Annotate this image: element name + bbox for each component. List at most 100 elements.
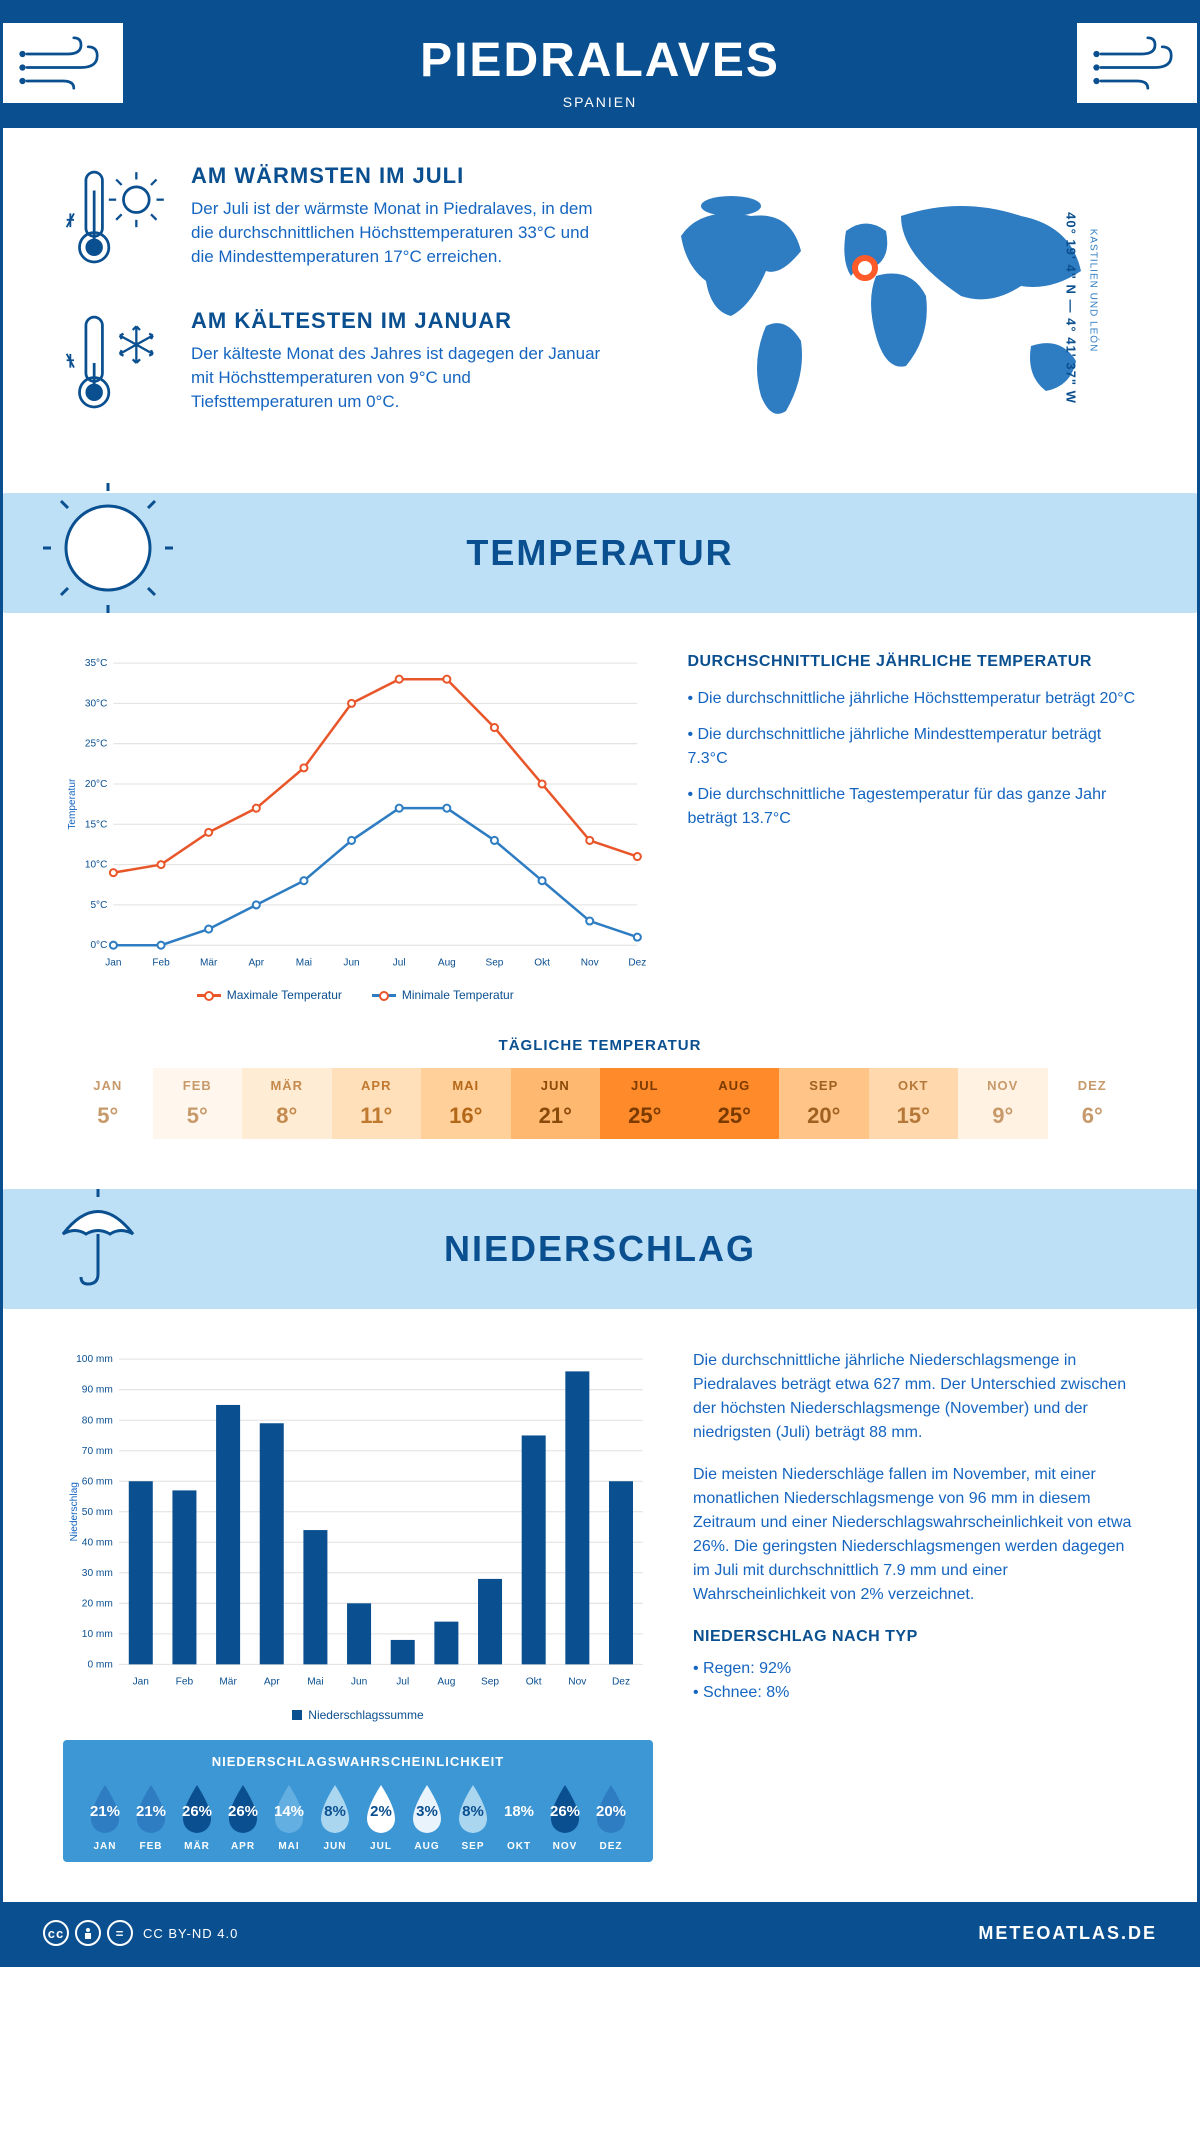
svg-text:0°C: 0°C: [90, 940, 107, 951]
daily-cell: MÄR8°: [242, 1068, 332, 1139]
page: PIEDRALAVES SPANIEN AM WÄRMSTEN IM JULI …: [0, 0, 1200, 1967]
daily-cell: NOV9°: [958, 1068, 1048, 1139]
svg-text:Nov: Nov: [581, 957, 599, 968]
prob-drop: 20%DEZ: [589, 1781, 633, 1852]
temperature-summary: DURCHSCHNITTLICHE JÄHRLICHE TEMPERATUR •…: [687, 653, 1137, 1002]
summary-title: DURCHSCHNITTLICHE JÄHRLICHE TEMPERATUR: [687, 653, 1137, 671]
legend-min: Minimale Temperatur: [402, 988, 514, 1002]
prob-drop: 2%JUL: [359, 1781, 403, 1852]
daily-cell: JUL25°: [600, 1068, 690, 1139]
prob-drop: 26%MÄR: [175, 1781, 219, 1852]
precip-legend: Niederschlagssumme: [63, 1708, 653, 1722]
cc-icons: cc =: [43, 1920, 133, 1946]
prob-drop: 26%APR: [221, 1781, 265, 1852]
svg-text:Apr: Apr: [264, 1677, 280, 1688]
precip-type-b2: • Schnee: 8%: [693, 1681, 1137, 1705]
cc-icon: cc: [43, 1920, 69, 1946]
feature-cold-title: AM KÄLTESTEN IM JANUAR: [191, 308, 605, 334]
daily-cell: SEP20°: [779, 1068, 869, 1139]
license: cc = CC BY-ND 4.0: [43, 1920, 238, 1946]
world-map-icon: [651, 176, 1131, 441]
content: AM WÄRMSTEN IM JULI Der Juli ist der wär…: [3, 128, 1197, 1862]
region-label: KASTILIEN UND LEÓN: [1088, 229, 1099, 353]
precip-p1: Die durchschnittliche jährliche Niedersc…: [693, 1349, 1137, 1445]
svg-text:70 mm: 70 mm: [82, 1446, 113, 1457]
svg-text:Mär: Mär: [219, 1677, 237, 1688]
sun-icon: [43, 483, 173, 613]
precip-text: Die durchschnittliche jährliche Niedersc…: [693, 1349, 1137, 1862]
svg-text:5°C: 5°C: [90, 900, 107, 911]
legend-max: Maximale Temperatur: [227, 988, 342, 1002]
svg-text:Jul: Jul: [396, 1677, 409, 1688]
prob-drop: 18%OKT: [497, 1781, 541, 1852]
precip-chart-container: 0 mm10 mm20 mm30 mm40 mm50 mm60 mm70 mm8…: [63, 1349, 653, 1862]
features: AM WÄRMSTEN IM JULI Der Juli ist der wär…: [63, 163, 605, 453]
overview-row: AM WÄRMSTEN IM JULI Der Juli ist der wär…: [63, 163, 1137, 453]
svg-text:Sep: Sep: [481, 1677, 499, 1688]
daily-cell: FEB5°: [153, 1068, 243, 1139]
svg-text:Jun: Jun: [351, 1677, 367, 1688]
city-name: PIEDRALAVES: [3, 33, 1197, 88]
feature-cold-body: AM KÄLTESTEN IM JANUAR Der kälteste Mona…: [191, 308, 605, 423]
svg-text:Jan: Jan: [133, 1677, 149, 1688]
daily-cell: MAI16°: [421, 1068, 511, 1139]
feature-cold-text: Der kälteste Monat des Jahres ist dagege…: [191, 342, 605, 413]
by-icon: [75, 1920, 101, 1946]
daily-cell: AUG25°: [690, 1068, 780, 1139]
country-name: SPANIEN: [3, 94, 1197, 110]
temperature-chart: 0°C5°C10°C15°C20°C25°C30°C35°CJanFebMärA…: [63, 653, 647, 1002]
umbrella-icon: [43, 1179, 153, 1289]
prob-drop: 21%JAN: [83, 1781, 127, 1852]
feature-cold: AM KÄLTESTEN IM JANUAR Der kälteste Mona…: [63, 308, 605, 423]
svg-text:90 mm: 90 mm: [82, 1385, 113, 1396]
svg-text:Mär: Mär: [200, 957, 218, 968]
feature-warm-body: AM WÄRMSTEN IM JULI Der Juli ist der wär…: [191, 163, 605, 278]
prob-drop: 8%JUN: [313, 1781, 357, 1852]
prob-title: NIEDERSCHLAGSWAHRSCHEINLICHKEIT: [83, 1754, 633, 1769]
daily-cell: JUN21°: [511, 1068, 601, 1139]
prob-drops: 21%JAN21%FEB26%MÄR26%APR14%MAI8%JUN2%JUL…: [83, 1781, 633, 1852]
feature-warm-text: Der Juli ist der wärmste Monat in Piedra…: [191, 197, 605, 268]
summary-b2: • Die durchschnittliche jährliche Mindes…: [687, 723, 1137, 771]
svg-text:0 mm: 0 mm: [87, 1660, 112, 1671]
daily-title: TÄGLICHE TEMPERATUR: [63, 1037, 1137, 1054]
precip-probability: NIEDERSCHLAGSWAHRSCHEINLICHKEIT 21%JAN21…: [63, 1740, 653, 1862]
thermometer-snow-icon: [63, 308, 173, 423]
wind-icon: [3, 23, 123, 103]
svg-text:Aug: Aug: [438, 957, 456, 968]
temperature-title: TEMPERATUR: [466, 532, 733, 574]
svg-text:Feb: Feb: [176, 1677, 194, 1688]
svg-text:100 mm: 100 mm: [76, 1355, 113, 1366]
daily-cell: APR11°: [332, 1068, 422, 1139]
thermometer-sun-icon: [63, 163, 173, 278]
feature-warm: AM WÄRMSTEN IM JULI Der Juli ist der wär…: [63, 163, 605, 278]
license-text: CC BY-ND 4.0: [143, 1926, 238, 1941]
prob-drop: 26%NOV: [543, 1781, 587, 1852]
precip-type-title: NIEDERSCHLAG NACH TYP: [693, 1625, 1137, 1649]
world-map-container: 40° 19' 4" N — 4° 41' 37" W KASTILIEN UN…: [645, 163, 1137, 453]
summary-b1: • Die durchschnittliche jährliche Höchst…: [687, 687, 1137, 711]
prob-drop: 14%MAI: [267, 1781, 311, 1852]
legend-precip: Niederschlagssumme: [308, 1708, 423, 1722]
svg-text:Feb: Feb: [152, 957, 170, 968]
footer: cc = CC BY-ND 4.0 METEOATLAS.DE: [3, 1902, 1197, 1964]
svg-text:Jun: Jun: [343, 957, 359, 968]
svg-text:15°C: 15°C: [85, 819, 107, 830]
precip-type-b1: • Regen: 92%: [693, 1657, 1137, 1681]
wind-icon: [1077, 23, 1197, 103]
svg-text:20 mm: 20 mm: [82, 1599, 113, 1610]
brand: METEOATLAS.DE: [978, 1923, 1157, 1944]
svg-text:Mai: Mai: [307, 1677, 323, 1688]
nd-icon: =: [107, 1920, 133, 1946]
svg-text:10 mm: 10 mm: [82, 1629, 113, 1640]
svg-text:50 mm: 50 mm: [82, 1507, 113, 1518]
summary-b3: • Die durchschnittliche Tagestemperatur …: [687, 783, 1137, 831]
svg-text:25°C: 25°C: [85, 739, 107, 750]
svg-text:Dez: Dez: [628, 957, 646, 968]
precip-banner: NIEDERSCHLAG: [3, 1189, 1197, 1309]
svg-text:Temperatur: Temperatur: [67, 778, 78, 830]
coordinates: 40° 19' 4" N — 4° 41' 37" W: [1064, 212, 1079, 404]
svg-text:30 mm: 30 mm: [82, 1568, 113, 1579]
svg-text:Jan: Jan: [105, 957, 121, 968]
svg-text:Mai: Mai: [296, 957, 312, 968]
